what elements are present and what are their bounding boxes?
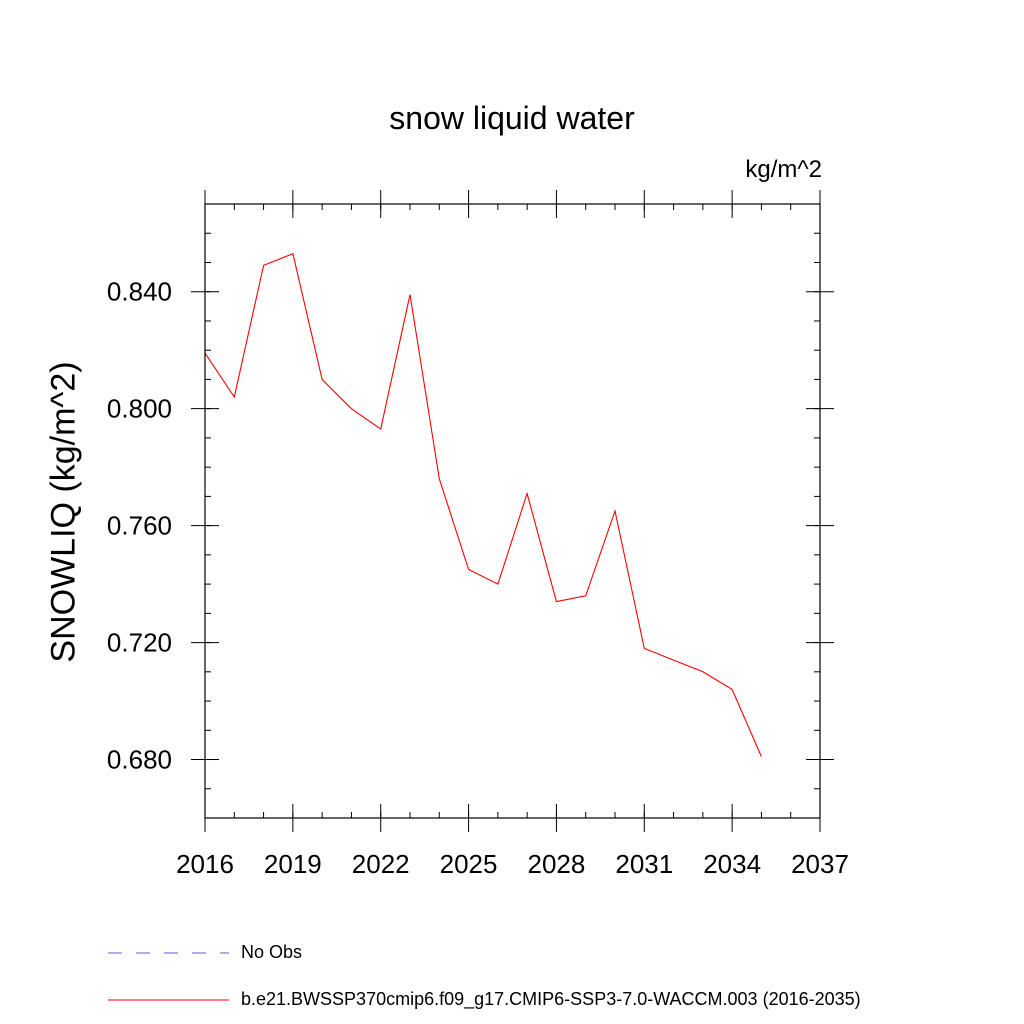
x-tick-label: 2034: [703, 849, 761, 879]
legend-label-obs: No Obs: [241, 942, 303, 962]
x-tick-label: 2025: [440, 849, 498, 879]
data-point: [321, 378, 323, 380]
data-point: [292, 253, 294, 255]
legend: [108, 952, 229, 1001]
data-point: [497, 583, 499, 585]
data-point: [672, 659, 674, 661]
x-tick-label: 2016: [176, 849, 234, 879]
units-label: kg/m^2: [745, 156, 822, 183]
data-point: [467, 568, 469, 570]
data-point: [262, 264, 264, 266]
data-point: [526, 492, 528, 494]
data-point: [233, 396, 235, 398]
data-point: [438, 478, 440, 480]
y-tick-label: 0.800: [107, 394, 172, 424]
axis-ticks: [191, 190, 834, 832]
x-tick-label: 2037: [791, 849, 849, 879]
data-point: [702, 671, 704, 673]
x-tick-label: 2031: [615, 849, 673, 879]
plot-frame: [204, 203, 821, 819]
series-lines: [204, 252, 762, 757]
data-point: [585, 595, 587, 597]
tick-labels: 2016 2019 2022 2025 2028 2031 2034 2037 0.680 0.7…: [107, 277, 849, 879]
x-tick-label: 2022: [352, 849, 410, 879]
data-point: [614, 510, 616, 512]
legend-label-model: b.e21.BWSSP370cmip6.f09_g17.CMIP6-SSP3-7…: [241, 989, 861, 1009]
data-point: [643, 647, 645, 649]
data-point: [760, 755, 762, 757]
data-point: [731, 688, 733, 690]
x-tick-label: 2019: [264, 849, 322, 879]
y-tick-label: 0.760: [107, 511, 172, 541]
y-tick-label: 0.840: [107, 277, 172, 307]
x-tick-label: 2028: [528, 849, 586, 879]
y-tick-label: 0.720: [107, 628, 172, 658]
y-tick-label: 0.680: [107, 745, 172, 775]
data-point: [350, 407, 352, 409]
data-point: [555, 600, 557, 602]
data-point: [409, 293, 411, 295]
chart-title: snow liquid water: [389, 100, 635, 136]
series-line: [204, 252, 762, 757]
data-point: [380, 428, 382, 430]
